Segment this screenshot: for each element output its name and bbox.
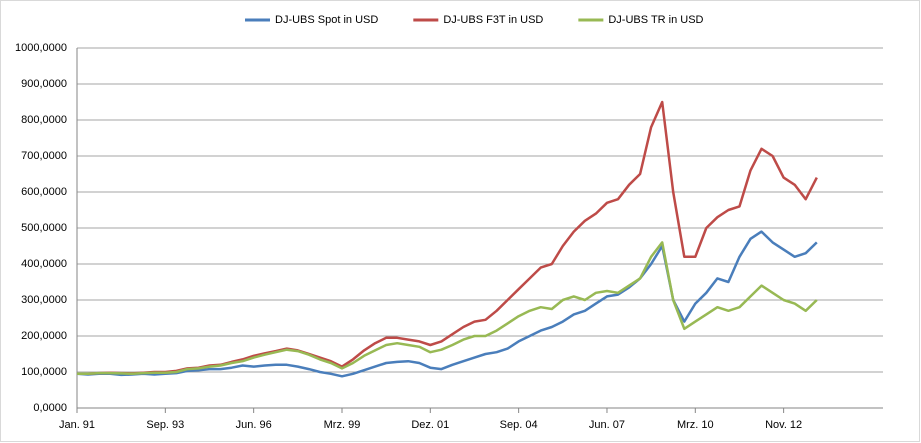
y-tick-label: 400,0000 [21,258,67,270]
legend-label: DJ-UBS TR in USD [608,14,703,26]
x-tick-label: Dez. 01 [411,419,449,431]
x-tick-label: Jan. 91 [59,419,95,431]
y-tick-label: 600,0000 [21,186,67,198]
y-tick-label: 100,0000 [21,366,67,378]
y-tick-label: 500,0000 [21,222,67,234]
legend-label: DJ-UBS Spot in USD [275,14,378,26]
x-tick-label: Nov. 12 [765,419,802,431]
y-tick-label: 800,0000 [21,114,67,126]
x-tick-label: Sep. 93 [146,419,184,431]
y-tick-label: 300,0000 [21,294,67,306]
y-tick-label: 900,0000 [21,78,67,90]
series-line [77,241,818,376]
x-tick-label: Jun. 96 [236,419,272,431]
legend-label: DJ-UBS F3T in USD [443,14,543,26]
x-tick-label: Jun. 07 [589,419,625,431]
series-line [76,230,818,378]
y-tick-label: 700,0000 [21,150,67,162]
y-tick-label: 1000,0000 [15,42,67,54]
x-tick-label: Sep. 04 [500,419,538,431]
x-tick-label: Mrz. 10 [677,419,714,431]
y-tick-label: 0,0000 [33,402,67,414]
y-tick-label: 200,0000 [21,330,67,342]
x-tick-label: Mrz. 99 [324,419,361,431]
